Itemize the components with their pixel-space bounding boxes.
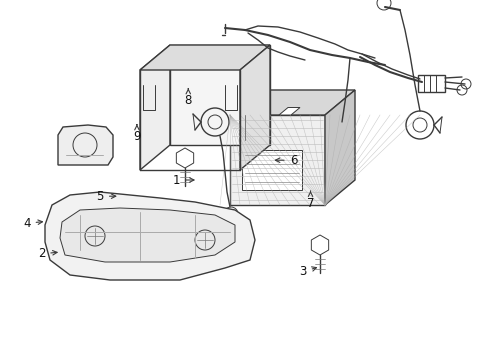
Text: 4: 4 bbox=[23, 217, 42, 230]
Polygon shape bbox=[279, 108, 299, 115]
Text: 1: 1 bbox=[172, 174, 194, 186]
Polygon shape bbox=[45, 192, 254, 280]
Polygon shape bbox=[242, 150, 302, 190]
Polygon shape bbox=[325, 90, 354, 205]
Text: 3: 3 bbox=[299, 265, 316, 278]
Polygon shape bbox=[58, 125, 113, 165]
Text: 9: 9 bbox=[133, 125, 141, 143]
Polygon shape bbox=[311, 235, 328, 255]
Polygon shape bbox=[140, 45, 170, 170]
Polygon shape bbox=[176, 148, 193, 168]
Polygon shape bbox=[170, 45, 269, 145]
Text: 6: 6 bbox=[275, 154, 297, 167]
Polygon shape bbox=[60, 208, 235, 262]
Text: 8: 8 bbox=[184, 89, 192, 107]
Text: 2: 2 bbox=[38, 247, 57, 260]
Polygon shape bbox=[240, 45, 269, 170]
Polygon shape bbox=[239, 108, 260, 115]
Polygon shape bbox=[229, 90, 354, 115]
Text: 5: 5 bbox=[96, 190, 116, 203]
Polygon shape bbox=[140, 45, 269, 70]
Text: 7: 7 bbox=[306, 191, 314, 210]
Polygon shape bbox=[229, 115, 325, 205]
Polygon shape bbox=[417, 75, 444, 92]
